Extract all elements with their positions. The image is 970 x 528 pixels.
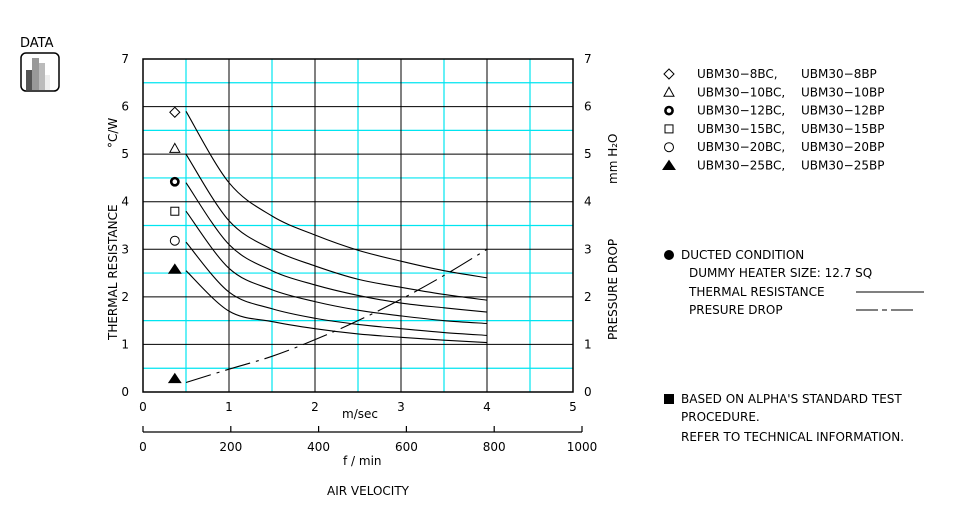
marker-layer xyxy=(167,106,182,384)
notes: DUCTED CONDITION DUMMY HEATER SIZE: 12.7… xyxy=(664,248,924,444)
legend-item-bp: UBM30−25BP xyxy=(801,159,884,173)
y-tick-label: 2 xyxy=(121,290,129,304)
data-badge: DATA xyxy=(20,36,60,92)
legend-item-bc: UBM30−12BC, xyxy=(697,104,785,118)
thermal-resistance-line xyxy=(185,270,488,344)
thermal-resistance-line xyxy=(185,241,488,336)
x-tick-label: 4 xyxy=(483,400,491,414)
y2-tick-label: 3 xyxy=(584,242,592,256)
thermal-resistance-line xyxy=(185,153,488,301)
legend-item-bc: UBM30−20BC, xyxy=(697,140,785,154)
y-tick-label: 0 xyxy=(121,385,129,399)
legend-item-bc: UBM30−15BC, xyxy=(697,122,785,136)
y2-axis-label: PRESSURE DROP xyxy=(606,239,620,340)
diamond-marker-icon xyxy=(169,106,181,118)
data-badge-label: DATA xyxy=(20,36,54,51)
legend-item-bc: UBM30−25BC, xyxy=(697,159,785,173)
legend-item-bp: UBM30−8BP xyxy=(801,67,877,81)
x-axis-title: AIR VELOCITY xyxy=(327,484,410,498)
x-tick-label: 5 xyxy=(569,400,577,414)
diamond-marker-icon xyxy=(663,68,675,80)
triangle-marker-icon xyxy=(168,142,181,153)
y-tick-label: 3 xyxy=(121,242,129,256)
circle-marker-icon xyxy=(664,142,674,153)
legend-item: UBM30−8BC, UBM30−8BP xyxy=(663,67,877,81)
legend-item: UBM30−12BC, UBM30−12BP xyxy=(664,104,884,118)
bullseye-marker-icon xyxy=(169,176,180,187)
x-tick-label: 1 xyxy=(225,400,233,414)
filled-triangle-marker-icon xyxy=(167,372,182,384)
x-tick-label: 2 xyxy=(311,400,319,414)
legend: UBM30−8BC, UBM30−8BP UBM30−10BC, UBM30−10BP… xyxy=(662,67,884,173)
thermal-resistance-line xyxy=(185,111,488,279)
filled-triangle-marker-icon xyxy=(167,263,182,274)
x-axis-label: m/sec xyxy=(342,407,378,421)
y2-axis-unit: mm H₂O xyxy=(606,134,620,184)
legend-item-bc: UBM30−8BC, xyxy=(697,67,778,81)
thermal-resistance-line xyxy=(185,182,488,313)
note-pressure: PRESURE DROP xyxy=(689,303,783,317)
note-heater: DUMMY HEATER SIZE: 12.7 SQ xyxy=(689,266,872,280)
bullet-circle-icon xyxy=(664,250,674,260)
y-axis-label: THERMAL RESISTANCE xyxy=(106,204,120,341)
axes: 0 1 2 3 4 50 01 12 23 34 45 56 67 70 200 400 600 800 1000 xyxy=(121,52,597,454)
thermal-resistance-line xyxy=(185,210,488,325)
x-tick-label: 3 xyxy=(397,400,405,414)
x2-tick-label: 1000 xyxy=(567,440,598,454)
square-marker-icon xyxy=(170,206,180,216)
x2-tick-label: 0 xyxy=(139,440,147,454)
y2-tick-label: 6 xyxy=(584,100,592,114)
triangle-marker-icon xyxy=(663,86,675,97)
legend-item-bp: UBM30−20BP xyxy=(801,140,884,154)
note-thermal: THERMAL RESISTANCE xyxy=(688,285,825,299)
y2-tick-label: 4 xyxy=(584,195,592,209)
legend-item: UBM30−10BC, UBM30−10BP xyxy=(663,85,884,99)
legend-item: UBM30−15BC, UBM30−15BP xyxy=(664,122,884,136)
note-based-1: BASED ON ALPHA'S STANDARD TEST xyxy=(681,392,902,406)
note-based-3: REFER TO TECHNICAL INFORMATION. xyxy=(681,430,904,444)
legend-item: UBM30−20BC, UBM30−20BP xyxy=(664,140,884,154)
legend-item-bp: UBM30−10BP xyxy=(801,85,884,99)
x2-tick-label: 800 xyxy=(483,440,506,454)
y-tick-label: 1 xyxy=(121,337,129,351)
y2-tick-label: 0 xyxy=(584,385,592,399)
circle-marker-icon xyxy=(169,235,180,246)
legend-item-bp: UBM30−12BP xyxy=(801,104,884,118)
x-tick-label: 0 xyxy=(139,400,147,414)
x2-tick-label: 400 xyxy=(307,440,330,454)
y-axis-unit: °C/W xyxy=(106,118,120,148)
y2-tick-label: 1 xyxy=(584,337,592,351)
x2-axis-label: f / min xyxy=(343,454,382,468)
y-tick-label: 5 xyxy=(121,147,129,161)
y2-tick-label: 7 xyxy=(584,52,592,66)
series-layer xyxy=(185,111,488,384)
legend-item-bc: UBM30−10BC, xyxy=(697,85,785,99)
pressure-drop-line xyxy=(185,248,488,384)
note-ducted: DUCTED CONDITION xyxy=(681,248,804,262)
bullet-square-icon xyxy=(664,394,674,404)
bar-chart-icon xyxy=(20,52,60,92)
bullseye-marker-icon xyxy=(664,105,674,116)
y2-tick-label: 5 xyxy=(584,147,592,161)
note-based-2: PROCEDURE. xyxy=(681,410,760,424)
x2-tick-label: 600 xyxy=(395,440,418,454)
y2-tick-label: 2 xyxy=(584,290,592,304)
plot-grid xyxy=(143,59,573,392)
y-tick-label: 4 xyxy=(121,195,129,209)
square-marker-icon xyxy=(664,124,674,134)
plot-frame xyxy=(142,58,574,393)
legend-item: UBM30−25BC, UBM30−25BP xyxy=(662,159,884,173)
legend-item-bp: UBM30−15BP xyxy=(801,122,884,136)
filled-triangle-marker-icon xyxy=(662,159,676,170)
x2-tick-label: 200 xyxy=(219,440,242,454)
y-tick-label: 6 xyxy=(121,100,129,114)
y-tick-label: 7 xyxy=(121,52,129,66)
